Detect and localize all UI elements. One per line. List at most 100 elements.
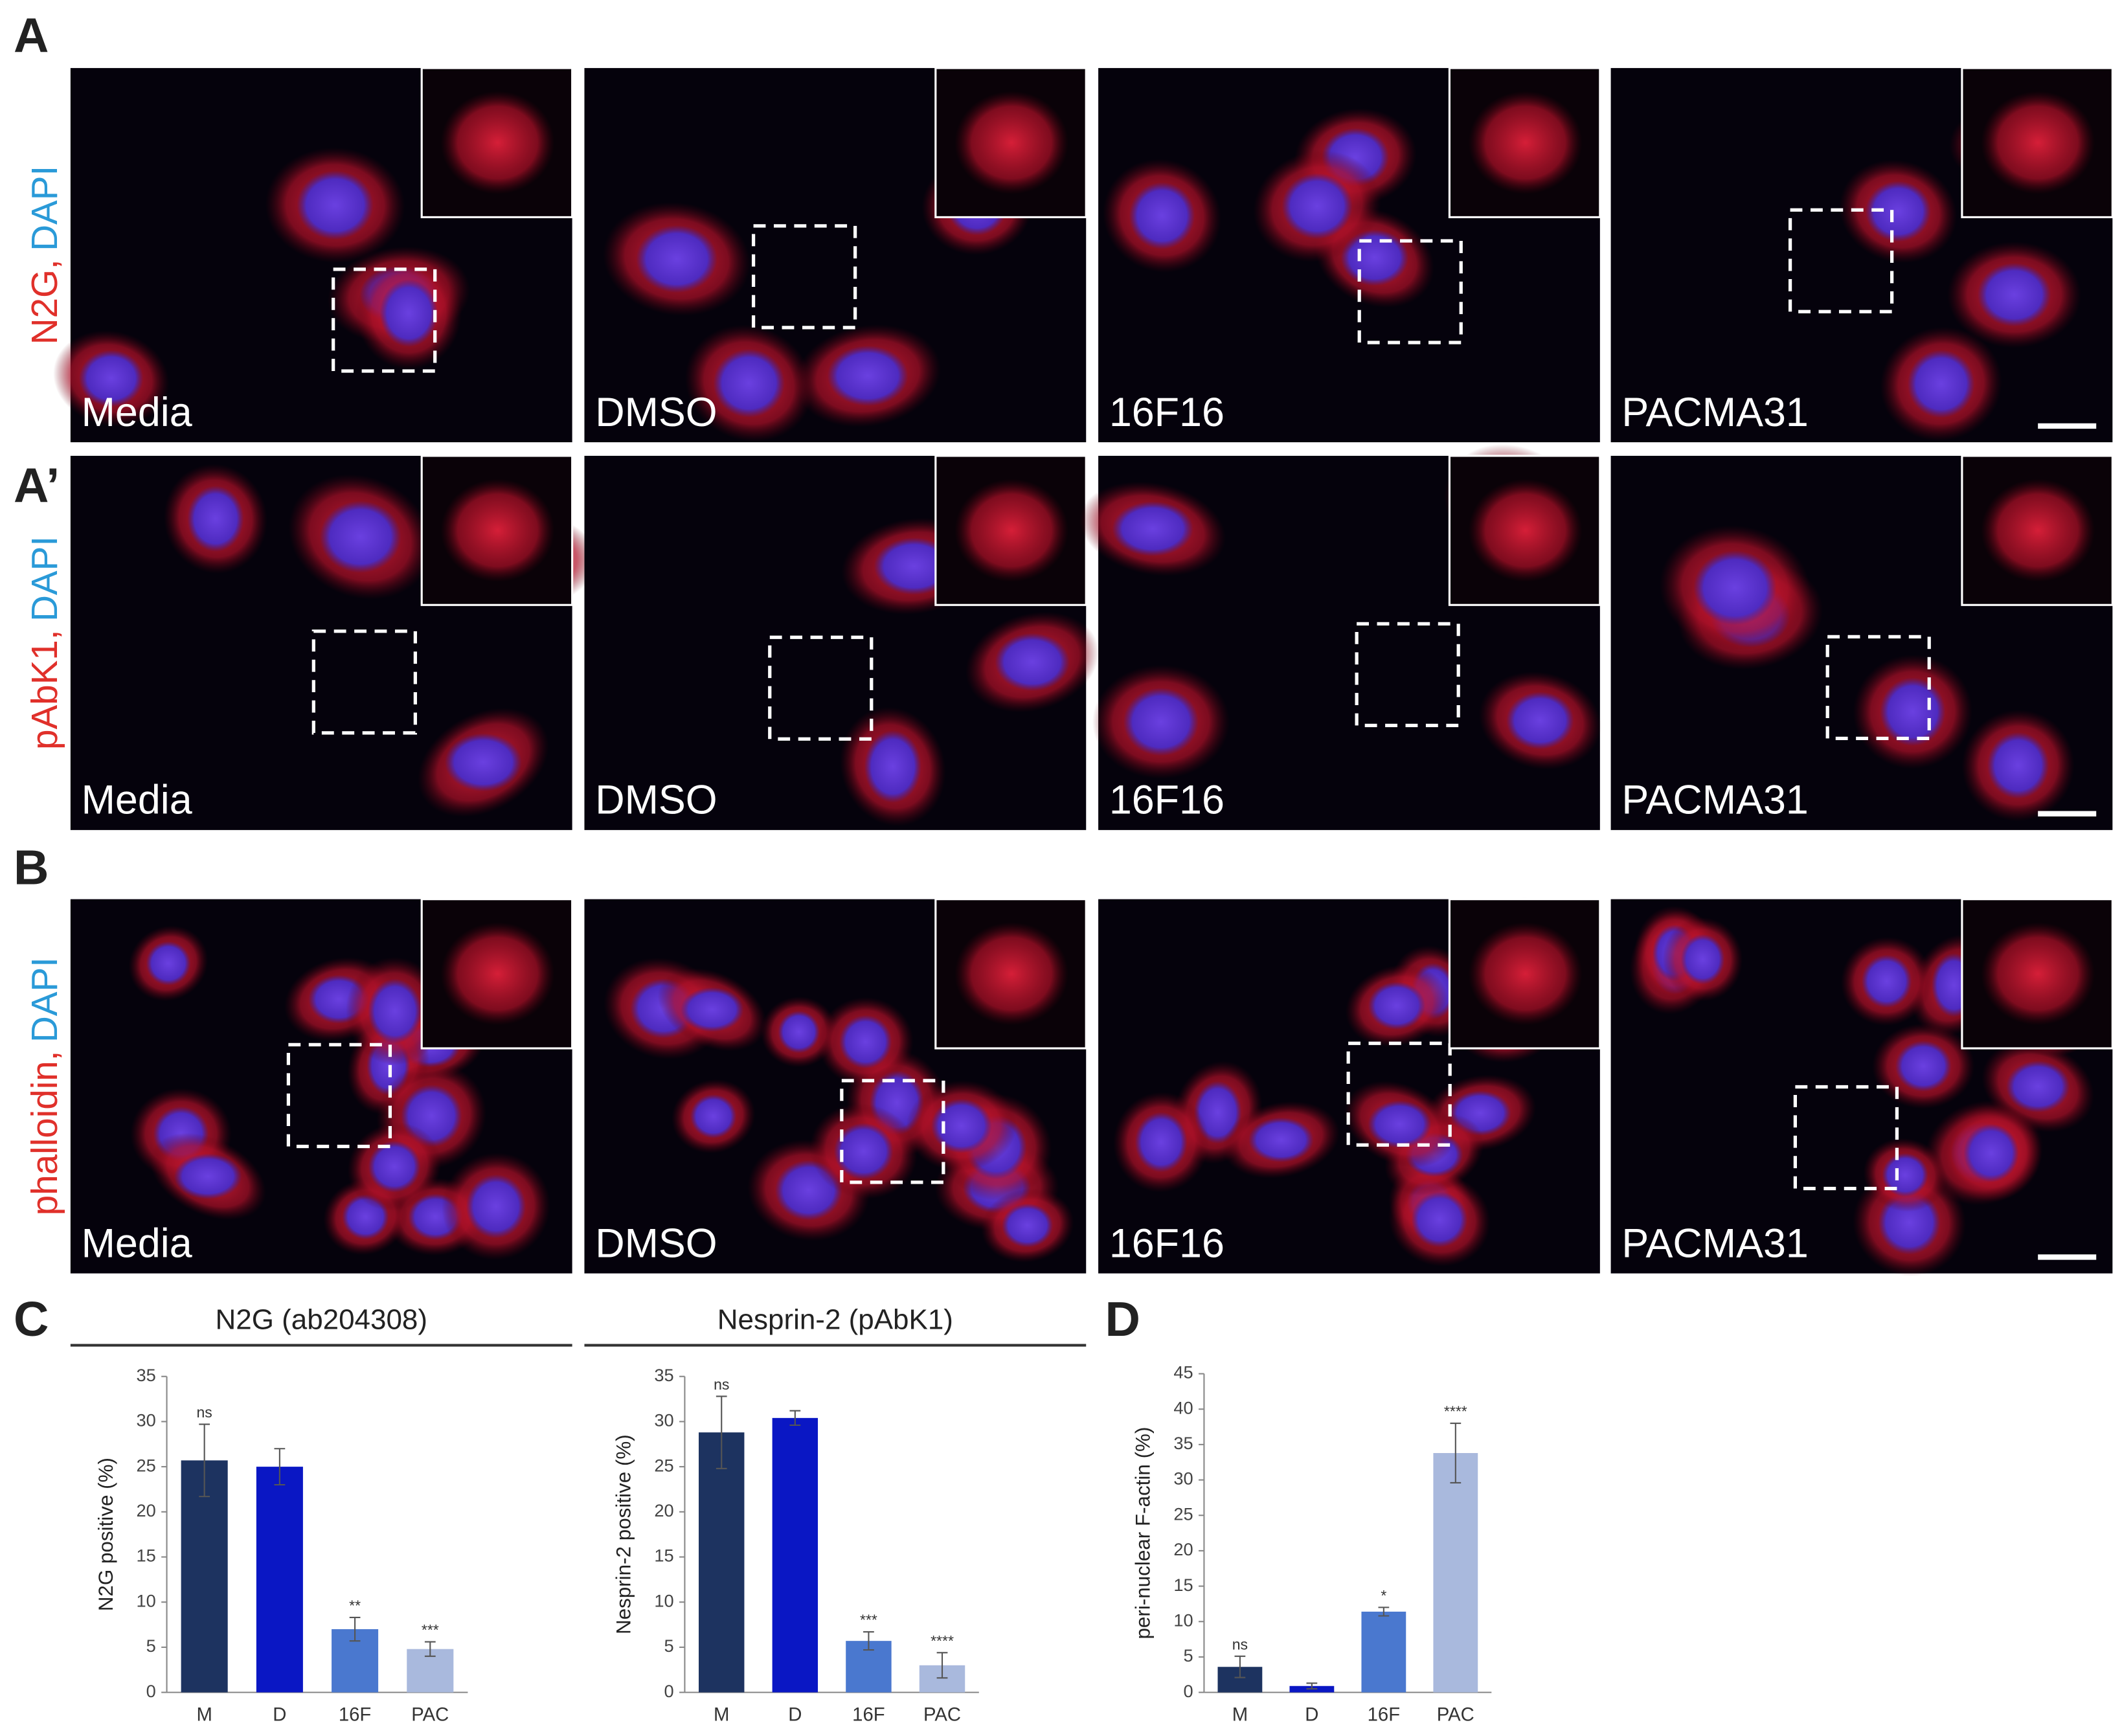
zoom-box	[1346, 1041, 1452, 1147]
inset-cell	[440, 91, 555, 194]
y-tick-label: 10	[137, 1590, 156, 1610]
zoom-box	[1825, 635, 1931, 741]
error-bar	[1450, 1423, 1462, 1483]
y-tick-label: 0	[146, 1681, 156, 1701]
nucleus	[319, 501, 401, 573]
significance: ns	[1232, 1636, 1248, 1652]
panel-letter: C	[14, 1292, 49, 1346]
nucleus	[1281, 173, 1353, 240]
inset-cell	[1981, 479, 2095, 582]
inset-cell	[440, 479, 555, 582]
y-tick-label: 5	[146, 1636, 156, 1656]
y-tick-label: 0	[664, 1681, 674, 1701]
micrograph: PACMA31	[1610, 898, 2114, 1276]
bar	[699, 1432, 745, 1693]
error-bar	[936, 1652, 948, 1679]
nucleus	[713, 348, 785, 418]
error-bar	[863, 1631, 874, 1651]
nucleus	[78, 350, 144, 407]
nucleus	[1680, 934, 1725, 985]
significance: ns	[714, 1376, 729, 1393]
condition-label: Media	[82, 1221, 192, 1266]
y-tick-label: 20	[654, 1500, 673, 1520]
nucleus	[864, 730, 921, 803]
nucleus	[1506, 692, 1574, 750]
nucleus	[466, 1174, 526, 1239]
inset-cell	[1468, 479, 1583, 582]
inset-cell	[954, 91, 1069, 194]
panel-letter: A’	[14, 458, 60, 512]
nucleus	[1248, 1117, 1314, 1163]
nucleus	[827, 345, 909, 407]
micrograph: DMSO	[584, 67, 1087, 443]
y-tick-label: 5	[1184, 1645, 1193, 1665]
panel-letter: B	[14, 840, 49, 895]
nucleus	[1895, 1041, 1952, 1092]
bar	[256, 1467, 303, 1693]
y-tick-label: 20	[1173, 1539, 1193, 1559]
y-tick-label: 10	[1173, 1610, 1193, 1630]
significance: ***	[422, 1621, 439, 1638]
zoom-box	[840, 1079, 945, 1184]
error-bar	[424, 1641, 436, 1657]
inset-cell	[1981, 922, 2095, 1026]
nucleus	[379, 279, 438, 347]
x-tick-label: 16F	[1368, 1704, 1400, 1726]
condition-label: 16F16	[1109, 390, 1225, 435]
x-tick-label: 16F	[852, 1704, 885, 1726]
micrograph: Media	[53, 67, 574, 443]
bar	[1433, 1453, 1478, 1693]
y-tick-label: 15	[137, 1546, 156, 1566]
x-tick-label: D	[788, 1704, 802, 1726]
panel-letter: D	[1105, 1292, 1140, 1346]
inset-cell	[1468, 922, 1583, 1026]
chart-title: N2G (ab204308)	[215, 1303, 427, 1335]
y-tick-label: 40	[1173, 1397, 1193, 1417]
nucleus	[368, 978, 422, 1044]
y-tick-label: 35	[1173, 1433, 1193, 1453]
y-tick-label: 10	[654, 1590, 673, 1610]
x-tick-label: M	[196, 1704, 212, 1726]
nucleus	[995, 633, 1070, 692]
y-tick-label: 30	[137, 1410, 156, 1430]
nucleus	[1001, 1203, 1054, 1248]
zoom-box	[332, 267, 437, 373]
y-axis-label: Nesprin-2 positive (%)	[613, 1434, 635, 1634]
nucleus	[1882, 1153, 1928, 1197]
y-tick-label: 5	[664, 1636, 674, 1656]
nucleus	[1963, 1123, 2019, 1182]
bar	[772, 1417, 818, 1693]
error-bar	[274, 1448, 286, 1486]
stain-red: N2G,	[24, 259, 65, 344]
stain-blue: DAPI	[24, 166, 65, 251]
significance: ****	[1444, 1403, 1467, 1420]
x-tick-label: PAC	[923, 1704, 961, 1726]
condition-label: DMSO	[595, 778, 717, 823]
nucleus	[690, 1094, 737, 1139]
nucleus	[1368, 1100, 1432, 1149]
nucleus	[1112, 501, 1193, 557]
inset-cell	[1981, 91, 2095, 194]
y-tick-label: 15	[654, 1546, 673, 1566]
condition-label: DMSO	[595, 1221, 717, 1266]
significance: ***	[860, 1612, 877, 1629]
error-bar	[716, 1395, 727, 1469]
x-tick-label: D	[273, 1704, 286, 1726]
nucleus	[444, 733, 522, 792]
nucleus	[874, 537, 954, 595]
nucleus	[1693, 550, 1777, 626]
condition-label: PACMA31	[1621, 390, 1809, 435]
micrograph: Media	[70, 455, 597, 830]
nucleus	[1907, 350, 1975, 418]
significance: ns	[197, 1404, 212, 1421]
significance: **	[349, 1597, 361, 1614]
zoom-box	[1793, 1085, 1899, 1191]
significance: *	[1381, 1587, 1386, 1604]
stain-blue: DAPI	[24, 536, 65, 622]
stain-blue: DAPI	[24, 957, 65, 1043]
y-tick-label: 35	[137, 1365, 156, 1385]
x-tick-label: PAC	[1437, 1704, 1474, 1726]
nucleus	[368, 1140, 421, 1193]
nucleus	[839, 1015, 892, 1069]
